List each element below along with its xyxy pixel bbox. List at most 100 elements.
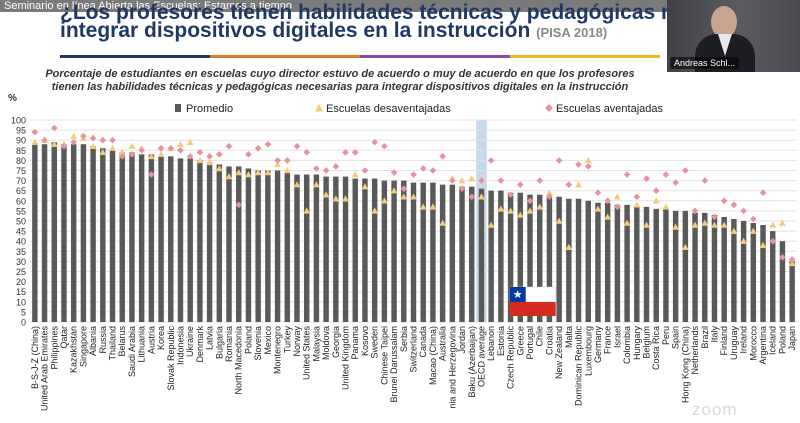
marker-aventajadas	[526, 197, 534, 205]
marker-aventajadas	[303, 149, 311, 156]
x-category-label: Brazil	[700, 326, 710, 349]
bar-promedio	[770, 231, 776, 322]
marker-aventajadas	[604, 197, 611, 205]
x-category-label: Serbia	[399, 326, 409, 352]
marker-aventajadas	[216, 151, 223, 158]
chart-title-line1: Porcentaje de estudiantes en escuelas cu…	[45, 68, 635, 80]
marker-aventajadas	[283, 157, 291, 164]
marker-aventajadas	[361, 167, 369, 174]
marker-aventajadas	[342, 149, 349, 156]
marker-aventajadas	[652, 187, 660, 194]
bar-promedio	[449, 184, 456, 322]
chart-title: Porcentaje de estudiantes en escuelas cu…	[20, 68, 660, 94]
bar-promedio	[148, 154, 155, 322]
x-category-label: Turkey	[282, 326, 292, 354]
x-category-label: New Zealand	[554, 326, 564, 379]
x-category-label: Uruguay	[729, 326, 739, 361]
marker-aventajadas	[546, 193, 553, 201]
bar-promedio	[779, 241, 786, 322]
marker-aventajadas	[254, 144, 262, 152]
marker-desaventajadas	[691, 221, 699, 228]
marker-aventajadas	[468, 193, 476, 201]
marker-desaventajadas	[711, 221, 718, 228]
title-stripe	[60, 45, 660, 58]
x-category-label: OECD average	[476, 326, 486, 387]
chile-flag-star	[513, 290, 522, 299]
marker-aventajadas	[109, 136, 116, 144]
marker-aventajadas	[148, 171, 155, 178]
legend-label: Escuelas desaventajadas	[326, 103, 451, 115]
marker-desaventajadas	[99, 148, 107, 156]
marker-aventajadas	[41, 136, 48, 144]
marker-aventajadas	[410, 171, 417, 178]
bar-promedio	[478, 188, 485, 322]
stripe-segment	[210, 55, 360, 58]
bar-promedio	[546, 196, 553, 322]
bar-promedio	[672, 210, 679, 322]
marker-aventajadas	[293, 142, 301, 150]
marker-desaventajadas	[313, 181, 320, 188]
marker-aventajadas	[245, 151, 252, 158]
bar-promedio	[274, 170, 281, 322]
marker-aventajadas	[478, 177, 485, 184]
marker-desaventajadas	[400, 193, 408, 200]
bar-promedio	[197, 160, 203, 322]
marker-aventajadas	[701, 177, 709, 184]
marker-aventajadas	[381, 142, 388, 150]
marker-aventajadas	[730, 201, 738, 209]
x-category-label: Ukraine	[185, 326, 195, 357]
marker-desaventajadas	[720, 221, 728, 228]
bar-promedio	[430, 182, 436, 322]
marker-aventajadas	[138, 147, 145, 154]
x-category-label: Ireland	[739, 326, 749, 354]
marker-desaventajadas	[235, 169, 243, 176]
marker-desaventajadas	[128, 142, 136, 149]
x-category-label: Denmark	[195, 326, 205, 363]
x-category-label: Slovak Republic	[166, 326, 176, 391]
x-category-label: Kosovo	[360, 326, 370, 356]
marker-desaventajadas	[779, 219, 786, 226]
marker-desaventajadas	[643, 221, 650, 228]
bar-promedio	[158, 156, 164, 322]
marker-aventajadas	[167, 144, 175, 152]
bar-promedio	[711, 214, 718, 322]
x-category-label: Latvia	[205, 326, 215, 350]
bar-promedio	[760, 225, 766, 322]
y-tick-label: 0	[21, 318, 26, 328]
x-category-label: Italy	[709, 326, 719, 343]
marker-aventajadas	[740, 207, 747, 215]
marker-desaventajadas	[555, 217, 563, 224]
bar-promedio	[401, 180, 407, 322]
marker-aventajadas	[565, 181, 573, 188]
bar-promedio	[294, 174, 300, 322]
bar-promedio	[789, 261, 795, 322]
bar-promedio	[643, 206, 650, 322]
marker-aventajadas	[536, 177, 544, 184]
legend-swatch-aventajadas	[545, 104, 553, 112]
participant-head	[711, 6, 737, 38]
marker-desaventajadas	[264, 169, 272, 176]
marker-desaventajadas	[371, 207, 379, 214]
bar-promedio	[692, 212, 698, 322]
marker-desaventajadas	[594, 205, 602, 212]
marker-aventajadas	[769, 237, 777, 245]
marker-aventajadas	[429, 167, 437, 174]
y-tick-label: 65	[16, 186, 26, 196]
marker-aventajadas	[371, 138, 378, 146]
bar-promedio	[614, 204, 621, 322]
x-category-label: Jordan	[457, 326, 467, 354]
marker-desaventajadas	[759, 241, 767, 248]
bar-promedio	[226, 166, 232, 322]
marker-aventajadas	[788, 256, 796, 263]
marker-desaventajadas	[672, 223, 680, 230]
bar-promedio	[536, 194, 543, 322]
bar-promedio	[352, 178, 358, 322]
x-category-label: Austria	[146, 326, 156, 354]
participant-video[interactable]: Andreas Schl...	[667, 0, 800, 72]
bar-promedio	[488, 190, 494, 322]
bar-promedio	[682, 210, 689, 322]
marker-desaventajadas	[429, 203, 437, 210]
slide-title-line2: integrar dispositivos digitales en la in…	[60, 20, 670, 44]
y-tick-label: 100	[11, 116, 26, 126]
marker-desaventajadas	[769, 221, 777, 228]
